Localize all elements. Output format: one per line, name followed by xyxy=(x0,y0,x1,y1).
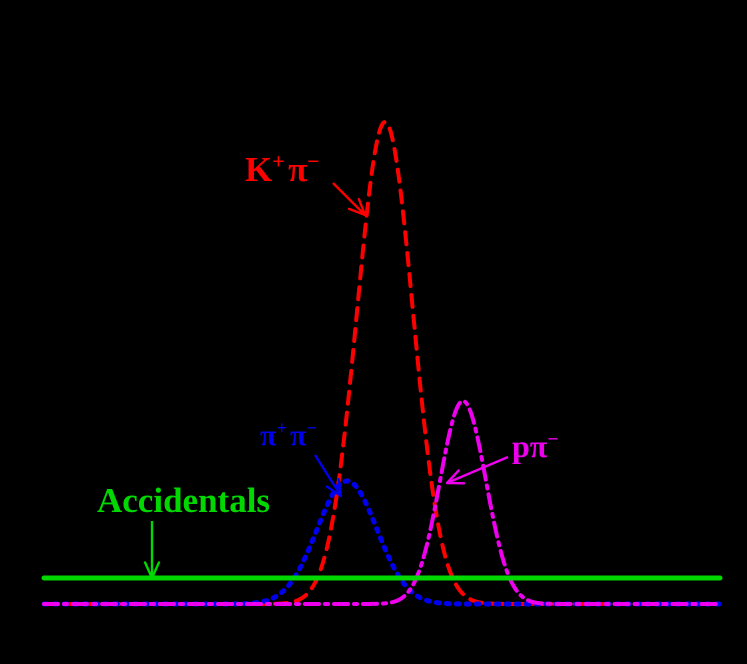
label-k-pi-base: K xyxy=(245,150,273,189)
label-pi-pi: π+ π− xyxy=(260,418,318,452)
label-pi-pi-base: π xyxy=(260,419,277,452)
arrow-p-pi xyxy=(445,455,509,485)
arrow-pi-pi xyxy=(313,454,343,498)
label-k-pi-mid: π xyxy=(288,150,308,189)
label-p-pi-base: p xyxy=(512,428,530,464)
curve-k-pi- xyxy=(42,120,722,606)
arrow-p-pi-shaft xyxy=(446,455,509,485)
label-pi-pi-sup-plus: + xyxy=(276,418,288,439)
label-accidentals: Accidentals xyxy=(97,481,271,520)
arrow-group xyxy=(143,182,509,580)
arrow-p-pi-head xyxy=(445,469,466,485)
arrow-pi-pi-shaft xyxy=(313,454,343,497)
label-p-pi: pπ− xyxy=(512,428,559,464)
label-p-pi-mid: π xyxy=(529,428,548,464)
arrow-accidentals xyxy=(143,521,161,580)
curve-p-pi- xyxy=(42,399,722,606)
label-k-pi-sup-minus: − xyxy=(307,149,320,174)
label-k-pi: K+ π− xyxy=(245,149,320,189)
label-pi-pi-sup-minus: − xyxy=(306,418,318,439)
label-p-pi-sup-minus: − xyxy=(547,428,559,451)
arrow-k-pi-head xyxy=(347,197,367,217)
arrow-k-pi xyxy=(332,182,367,217)
arrow-pi-pi-head xyxy=(325,477,343,498)
arrow-accidentals-head xyxy=(143,561,161,580)
arrow-k-pi-shaft xyxy=(332,182,366,216)
label-k-pi-sup-plus: + xyxy=(272,149,285,174)
curve-group xyxy=(41,120,723,607)
label-pi-pi-mid: π xyxy=(290,419,307,452)
